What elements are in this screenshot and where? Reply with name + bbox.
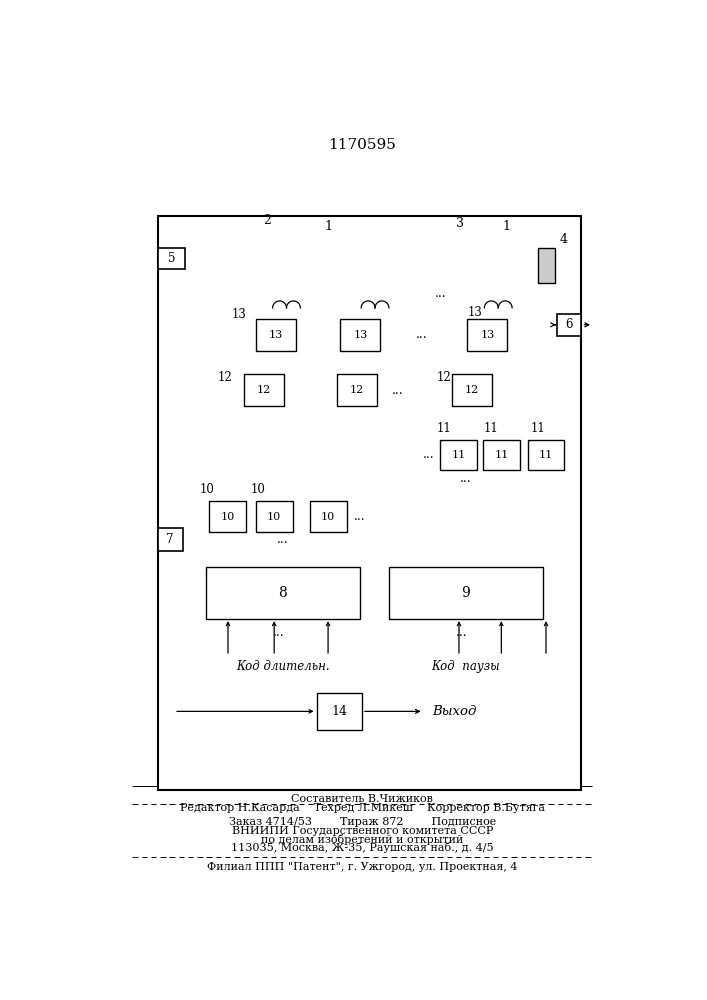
Text: 14: 14: [332, 705, 348, 718]
Bar: [452, 374, 492, 406]
Text: 13: 13: [231, 308, 246, 321]
Text: 12: 12: [349, 385, 363, 395]
Text: 11: 11: [531, 422, 546, 434]
Bar: [158, 216, 581, 790]
Text: 11: 11: [494, 450, 508, 460]
Text: Редактор Н.Касарда    Техред Л.Микеш    Корректор В.Бутяга: Редактор Н.Касарда Техред Л.Микеш Коррек…: [180, 803, 545, 813]
Text: 10: 10: [321, 512, 335, 522]
Bar: [256, 501, 293, 532]
Text: Филиал ППП "Патент", г. Ужгород, ул. Проектная, 4: Филиал ППП "Патент", г. Ужгород, ул. Про…: [207, 862, 518, 872]
Bar: [158, 528, 182, 551]
Text: ...: ...: [456, 626, 468, 639]
Text: 10: 10: [221, 512, 235, 522]
Bar: [158, 248, 185, 269]
Text: 13: 13: [468, 306, 483, 319]
Text: 1: 1: [325, 220, 333, 233]
Bar: [310, 501, 346, 532]
Text: ВНИИПИ Государственного комитета СССР: ВНИИПИ Государственного комитета СССР: [232, 826, 493, 836]
Bar: [440, 440, 477, 470]
Bar: [244, 374, 284, 406]
Text: 1170595: 1170595: [328, 138, 396, 152]
Bar: [483, 440, 520, 470]
Bar: [256, 319, 296, 351]
Bar: [317, 693, 362, 730]
Text: 13: 13: [354, 330, 368, 340]
Text: Код длительн.: Код длительн.: [236, 660, 329, 673]
Text: 11: 11: [437, 422, 452, 434]
Text: Код  паузы: Код паузы: [431, 660, 501, 673]
Bar: [209, 501, 247, 532]
Text: 3: 3: [456, 217, 464, 230]
Bar: [527, 440, 564, 470]
Text: ...: ...: [423, 448, 435, 461]
Bar: [337, 374, 377, 406]
Text: 10: 10: [250, 483, 265, 496]
Text: ...: ...: [416, 328, 427, 341]
Text: 11: 11: [452, 450, 466, 460]
Text: 10: 10: [267, 512, 281, 522]
Text: 13: 13: [269, 330, 283, 340]
Text: 12: 12: [437, 371, 452, 384]
Bar: [340, 319, 380, 351]
Text: 12: 12: [218, 371, 233, 384]
Text: Заказ 4714/53        Тираж 872        Подписное: Заказ 4714/53 Тираж 872 Подписное: [228, 817, 496, 827]
Text: 113035, Москва, Ж-35, Раушская наб., д. 4/5: 113035, Москва, Ж-35, Раушская наб., д. …: [231, 842, 493, 853]
Text: 2: 2: [263, 214, 271, 227]
Text: 10: 10: [200, 483, 215, 496]
Text: 8: 8: [279, 586, 287, 600]
Text: 4: 4: [560, 233, 568, 246]
Text: 6: 6: [566, 318, 573, 331]
Text: Выход: Выход: [432, 705, 477, 718]
Text: ...: ...: [460, 472, 472, 485]
Text: 13: 13: [480, 330, 495, 340]
Text: ...: ...: [392, 384, 404, 397]
Bar: [389, 567, 543, 619]
Text: по делам изобретений и открытий: по делам изобретений и открытий: [261, 834, 464, 845]
Text: 5: 5: [168, 252, 175, 265]
Bar: [557, 314, 581, 336]
Text: 7: 7: [166, 533, 174, 546]
Bar: [206, 567, 360, 619]
Text: 9: 9: [462, 586, 470, 600]
Bar: [467, 319, 508, 351]
Text: ...: ...: [273, 626, 285, 639]
Bar: [538, 248, 555, 283]
Text: Составитель В.Чижиков: Составитель В.Чижиков: [291, 794, 433, 804]
Text: 12: 12: [465, 385, 479, 395]
Text: ...: ...: [277, 533, 288, 546]
Text: 11: 11: [539, 450, 553, 460]
Text: 11: 11: [483, 422, 498, 434]
Text: ...: ...: [354, 510, 366, 523]
Text: 1: 1: [502, 220, 510, 233]
Text: 12: 12: [257, 385, 271, 395]
Text: ...: ...: [435, 287, 446, 300]
